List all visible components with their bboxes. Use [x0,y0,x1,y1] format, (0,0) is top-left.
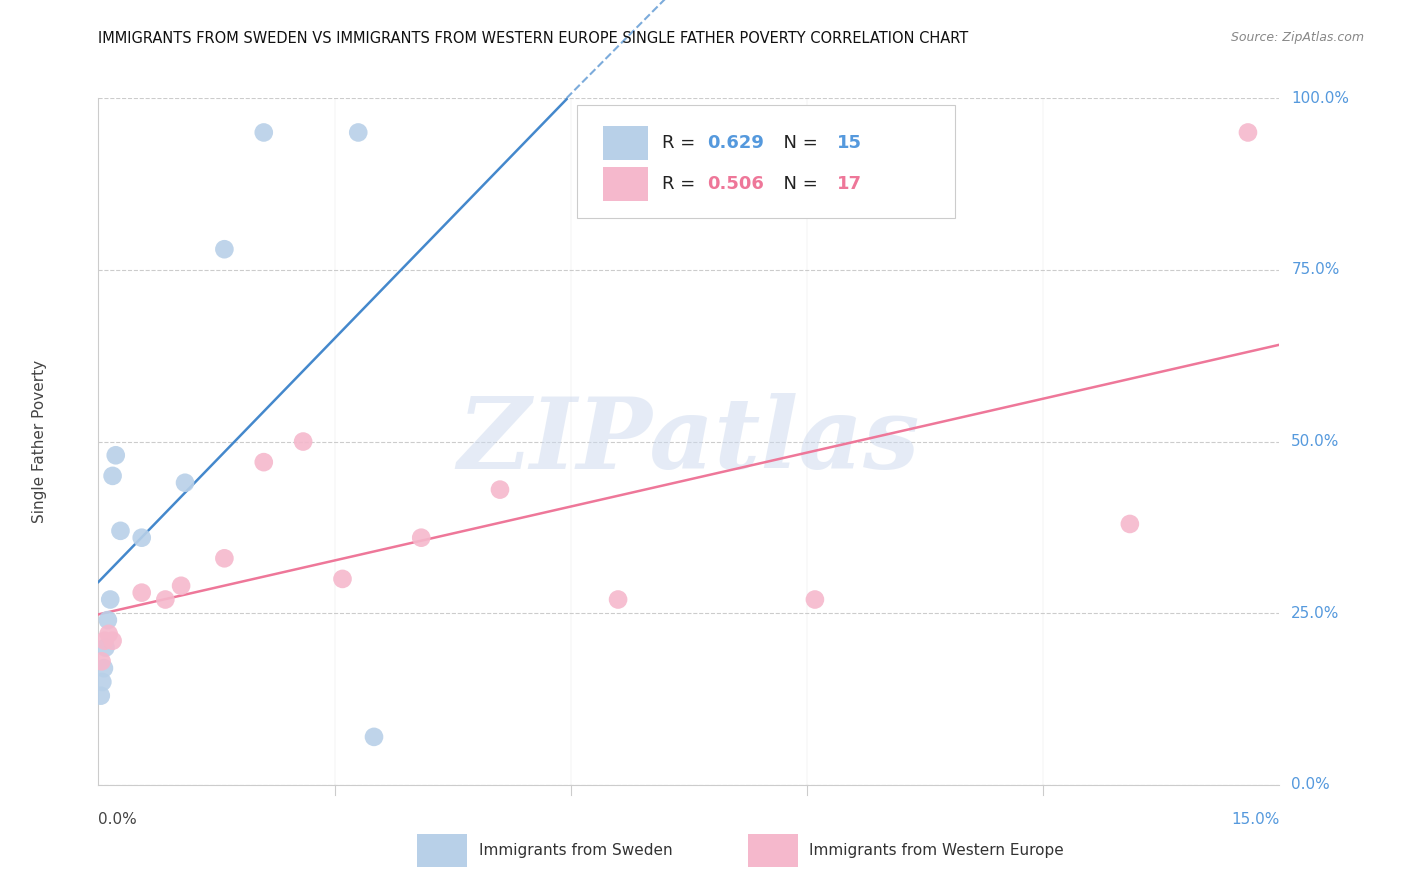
Point [347,125,370,139]
FancyBboxPatch shape [748,834,797,867]
Text: 75.0%: 75.0% [1291,262,1340,277]
Text: R =: R = [662,134,700,152]
Point [98,592,121,607]
Text: 25.0%: 25.0% [1291,606,1340,621]
Text: 0.0%: 0.0% [98,813,138,828]
Point [97,613,120,627]
Point [253,125,276,139]
Point [90,654,112,668]
Text: N =: N = [772,175,823,193]
Point [131,585,153,599]
Point [131,531,153,545]
Point [607,592,630,607]
Text: R =: R = [662,175,700,193]
Text: 15: 15 [837,134,862,152]
Point [411,531,433,545]
Point [292,434,315,449]
Point [1119,516,1142,531]
Text: Single Father Poverty: Single Father Poverty [32,360,46,523]
Point [101,469,124,483]
Text: 0.0%: 0.0% [1291,778,1330,792]
Text: Immigrants from Western Europe: Immigrants from Western Europe [810,843,1064,858]
Text: Source: ZipAtlas.com: Source: ZipAtlas.com [1230,31,1364,45]
Text: Immigrants from Sweden: Immigrants from Sweden [478,843,672,858]
Text: ZIPatlas: ZIPatlas [458,393,920,490]
Point [1237,125,1260,139]
Text: 0.506: 0.506 [707,175,763,193]
Point [174,475,197,490]
Point [93,633,115,648]
Point [101,633,124,648]
Point [170,579,193,593]
Text: 50.0%: 50.0% [1291,434,1340,449]
Point [94,640,117,655]
Point [332,572,354,586]
Point [104,448,127,462]
FancyBboxPatch shape [603,126,648,160]
Text: IMMIGRANTS FROM SWEDEN VS IMMIGRANTS FROM WESTERN EUROPE SINGLE FATHER POVERTY C: IMMIGRANTS FROM SWEDEN VS IMMIGRANTS FRO… [98,31,969,46]
FancyBboxPatch shape [603,167,648,202]
Point [155,592,177,607]
Text: 15.0%: 15.0% [1232,813,1279,828]
Point [214,551,236,566]
Point [363,730,385,744]
Text: 17: 17 [837,175,862,193]
Point [93,661,115,675]
Point [804,592,827,607]
Point [90,689,112,703]
Point [253,455,276,469]
FancyBboxPatch shape [418,834,467,867]
FancyBboxPatch shape [576,105,955,219]
Point [110,524,132,538]
Point [214,242,236,256]
Text: 100.0%: 100.0% [1291,91,1350,105]
Point [489,483,512,497]
Point [91,674,114,689]
Point [97,627,120,641]
Text: N =: N = [772,134,823,152]
Text: 0.629: 0.629 [707,134,763,152]
